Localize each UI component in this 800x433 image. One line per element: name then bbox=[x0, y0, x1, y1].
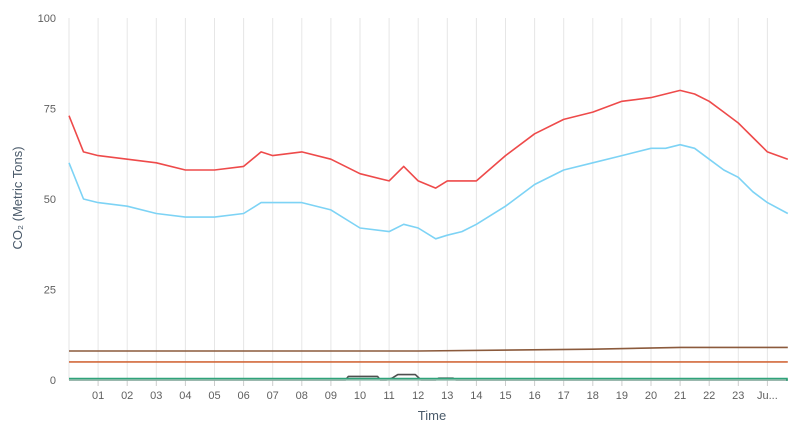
x-tick-label: 09 bbox=[325, 390, 337, 402]
x-tick-label: 02 bbox=[121, 390, 133, 402]
x-tick-label: 08 bbox=[296, 390, 308, 402]
series-line-3 bbox=[69, 346, 788, 352]
x-tick-label: 15 bbox=[499, 390, 511, 402]
x-axis-title: Time bbox=[418, 408, 446, 423]
x-tick-label: 19 bbox=[616, 390, 628, 402]
x-tick-label: 01 bbox=[92, 390, 104, 402]
x-axis-ticks: 01 02 03 04 05 06 07 08 09 10 11 12 13 14 15 16 17 18 19 20… bbox=[92, 380, 778, 402]
x-tick-label: 23 bbox=[732, 390, 744, 402]
series-line-1 bbox=[68, 89, 789, 189]
x-tick-label: 20 bbox=[645, 390, 657, 402]
y-tick-label: 75 bbox=[44, 104, 56, 116]
x-tick-label: 12 bbox=[412, 390, 424, 402]
series-line-2 bbox=[68, 143, 789, 240]
x-tick-label: 21 bbox=[674, 390, 686, 402]
x-tick-label: 10 bbox=[354, 390, 366, 402]
grid-lines bbox=[68, 18, 768, 380]
y-tick-label: 100 bbox=[38, 13, 56, 25]
x-tick-label: 06 bbox=[237, 390, 249, 402]
x-tick-label: Ju... bbox=[757, 390, 778, 402]
x-tick-label: 17 bbox=[558, 390, 570, 402]
x-tick-label: 16 bbox=[528, 390, 540, 402]
y-tick-label: 25 bbox=[44, 285, 56, 297]
x-tick-label: 07 bbox=[267, 390, 279, 402]
x-tick-label: 11 bbox=[383, 390, 394, 402]
x-tick-label: 22 bbox=[703, 390, 715, 402]
y-axis-ticks: 0 25 50 75 100 bbox=[38, 13, 56, 387]
x-tick-label: 05 bbox=[208, 390, 220, 402]
x-tick-label: 03 bbox=[150, 390, 162, 402]
x-tick-label: 18 bbox=[587, 390, 599, 402]
series-lines bbox=[68, 89, 789, 381]
x-tick-label: 04 bbox=[179, 390, 191, 402]
x-tick-label: 13 bbox=[441, 390, 453, 402]
y-axis-title: CO₂ (Metric Tons) bbox=[10, 146, 25, 249]
x-tick-label: 14 bbox=[470, 390, 482, 402]
y-tick-label: 50 bbox=[44, 194, 56, 206]
y-tick-label: 0 bbox=[50, 375, 56, 387]
